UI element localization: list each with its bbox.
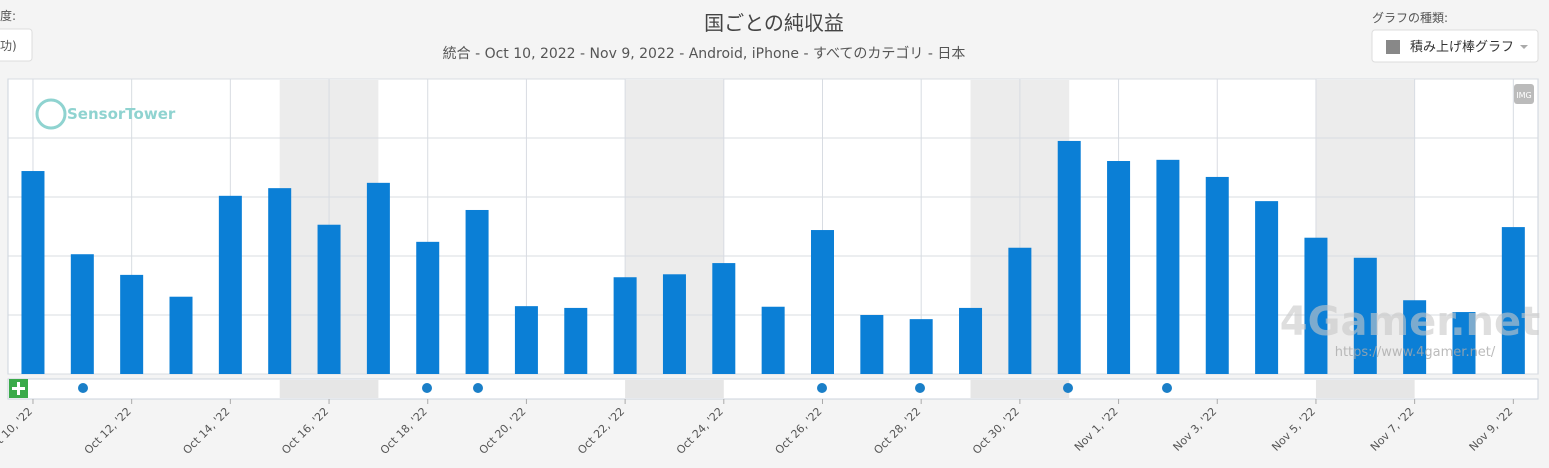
- navigator[interactable]: [7, 378, 1539, 400]
- bar: [21, 171, 45, 374]
- event-marker[interactable]: [473, 383, 483, 393]
- x-tick-label: Oct 28, '22: [871, 405, 923, 457]
- event-marker[interactable]: [78, 383, 88, 393]
- bar: [120, 274, 144, 374]
- weekend-band: [1315, 380, 1415, 398]
- x-tick-label: Nov 1, '22: [1072, 405, 1121, 454]
- x-tick-label: Oct 14, '22: [180, 405, 232, 457]
- bar: [514, 306, 538, 374]
- x-tick-label: Oct 10, '22: [0, 405, 35, 457]
- event-marker[interactable]: [817, 383, 827, 393]
- bar: [959, 307, 983, 374]
- bar: [1008, 247, 1032, 374]
- bar: [218, 195, 242, 374]
- bar: [810, 230, 834, 374]
- x-tick-label: Oct 20, '22: [477, 405, 529, 457]
- bar: [317, 224, 341, 374]
- left-select[interactable]: [0, 28, 33, 62]
- x-tick-label: Nov 5, '22: [1269, 405, 1318, 454]
- chart-type-select[interactable]: [1371, 29, 1539, 63]
- bar: [1452, 312, 1476, 374]
- x-tick-label: Oct 26, '22: [773, 405, 825, 457]
- bar: [416, 241, 440, 374]
- event-marker[interactable]: [1162, 383, 1172, 393]
- site-watermark: 4Gamer.net: [1280, 299, 1540, 345]
- x-tick-label: Oct 22, '22: [575, 405, 627, 457]
- bar: [613, 277, 637, 374]
- x-tick-label: Oct 12, '22: [82, 405, 134, 457]
- bar: [909, 319, 933, 374]
- x-tick-label: Nov 3, '22: [1171, 405, 1220, 454]
- weekend-band: [625, 380, 724, 398]
- x-tick-label: Nov 9, '22: [1467, 405, 1516, 454]
- bar: [1501, 227, 1525, 374]
- left-label: 度:: [0, 8, 16, 23]
- bar: [1255, 201, 1279, 374]
- chart-type-icon: [1386, 40, 1400, 54]
- x-tick-label: Oct 18, '22: [378, 405, 430, 457]
- weekend-band: [279, 380, 379, 398]
- chart-type-label: グラフの種類:: [1372, 11, 1448, 25]
- bar: [465, 209, 489, 374]
- bar: [860, 315, 884, 374]
- img-button-text: IMG: [1516, 91, 1531, 100]
- brand-logo: [35, 98, 67, 130]
- weekend-band: [970, 380, 1070, 398]
- event-markers: [78, 383, 1172, 393]
- event-marker[interactable]: [422, 383, 432, 393]
- bar: [712, 263, 736, 374]
- bar: [366, 182, 390, 374]
- bar: [761, 306, 785, 374]
- bar: [70, 254, 94, 374]
- x-tick-label: Nov 7, '22: [1368, 405, 1417, 454]
- bar: [1205, 176, 1229, 374]
- chart-subtitle: 統合 - Oct 10, 2022 - Nov 9, 2022 - Androi…: [443, 45, 966, 62]
- chart-title: 国ごとの純収益: [704, 11, 844, 35]
- bar: [564, 307, 588, 374]
- chart-type-text: 積み上げ棒グラフ: [1410, 40, 1514, 55]
- x-tick-label: Oct 30, '22: [970, 405, 1022, 457]
- x-tick-label: Oct 24, '22: [674, 405, 726, 457]
- event-marker[interactable]: [1063, 383, 1073, 393]
- dropdown-arrow: [1520, 45, 1528, 49]
- left-select-text: 功): [0, 39, 17, 53]
- bar: [662, 274, 686, 374]
- event-marker[interactable]: [915, 383, 925, 393]
- add-event-icon: [12, 382, 25, 395]
- x-tick-label: Oct 16, '22: [279, 405, 331, 457]
- img-button[interactable]: [1514, 84, 1534, 104]
- site-url-watermark: https://www.4gamer.net/: [1335, 345, 1496, 360]
- brand-watermark: SensorTower: [67, 105, 176, 123]
- bar: [1403, 300, 1427, 374]
- bar: [1107, 161, 1131, 374]
- bar: [1156, 159, 1180, 374]
- bar: [268, 188, 292, 374]
- bar: [169, 296, 193, 374]
- bar: [1057, 140, 1081, 374]
- bar: [1353, 257, 1377, 374]
- bar: [1304, 237, 1328, 374]
